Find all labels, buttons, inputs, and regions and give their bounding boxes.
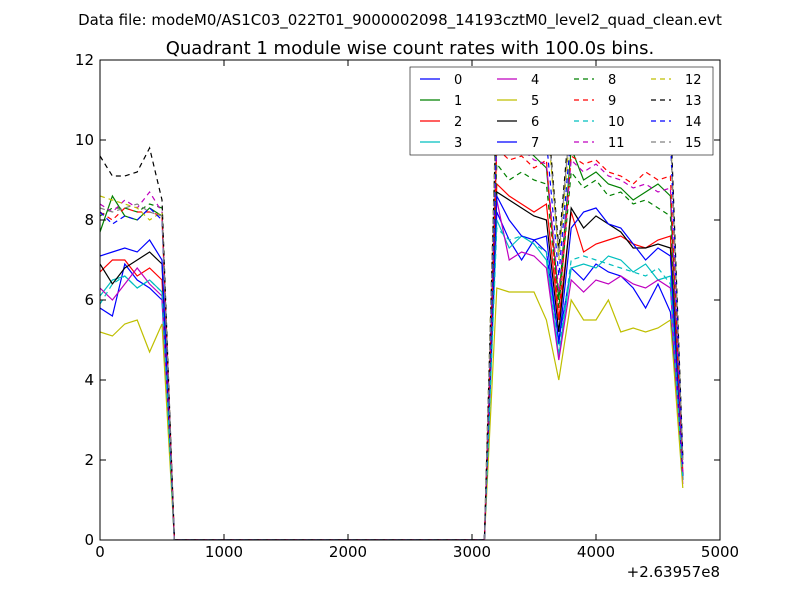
series-line-2 — [100, 182, 684, 540]
series-line-7 — [100, 193, 684, 540]
legend-box — [409, 66, 714, 156]
x-tick-label: 1000 — [205, 543, 243, 561]
legend-label-10: 10 — [608, 115, 625, 130]
legend-label-3: 3 — [454, 136, 462, 151]
series-line-3 — [100, 219, 684, 540]
x-tick-label: 3000 — [453, 543, 491, 561]
series-line-9 — [100, 146, 684, 540]
legend-label-5: 5 — [531, 94, 539, 109]
legend-label-11: 11 — [608, 136, 625, 151]
series-line-6 — [100, 190, 684, 540]
legend-label-12: 12 — [685, 73, 702, 88]
y-tick-label: 8 — [84, 211, 94, 229]
legend-label-1: 1 — [454, 94, 462, 109]
figure-suptitle: Data file: modeM0/AS1C03_022T01_90000020… — [78, 11, 722, 30]
series-line-4 — [100, 199, 684, 540]
legend-label-0: 0 — [454, 73, 462, 88]
x-tick-label: 5000 — [701, 543, 739, 561]
y-tick-label: 2 — [84, 451, 94, 469]
chart-title: Quadrant 1 module wise count rates with … — [166, 38, 655, 59]
y-tick-label: 0 — [84, 531, 94, 549]
x-tick-label: 0 — [95, 543, 105, 561]
series-line-11 — [100, 138, 684, 540]
legend-label-4: 4 — [531, 73, 539, 88]
y-tick-label: 6 — [84, 291, 94, 309]
y-tick-label: 10 — [75, 131, 94, 149]
legend-label-14: 14 — [685, 115, 702, 130]
y-tick-label: 4 — [84, 371, 94, 389]
series-line-5 — [100, 287, 684, 540]
legend-label-6: 6 — [531, 115, 539, 130]
x-tick-label: 2000 — [329, 543, 367, 561]
legend-label-2: 2 — [454, 115, 462, 130]
legend-label-9: 9 — [608, 94, 616, 109]
series-line-10 — [100, 226, 684, 540]
series-line-0 — [100, 211, 684, 540]
series-line-1 — [100, 138, 684, 540]
series-line-8 — [100, 162, 684, 540]
series-line-14 — [100, 114, 684, 540]
x-tick-label: 4000 — [577, 543, 615, 561]
x-offset-label: +2.63957e8 — [627, 563, 720, 581]
legend-label-8: 8 — [608, 73, 616, 88]
legend-label-15: 15 — [685, 136, 702, 151]
y-tick-label: 12 — [75, 51, 94, 69]
legend-label-7: 7 — [531, 136, 539, 151]
legend-label-13: 13 — [685, 94, 702, 109]
